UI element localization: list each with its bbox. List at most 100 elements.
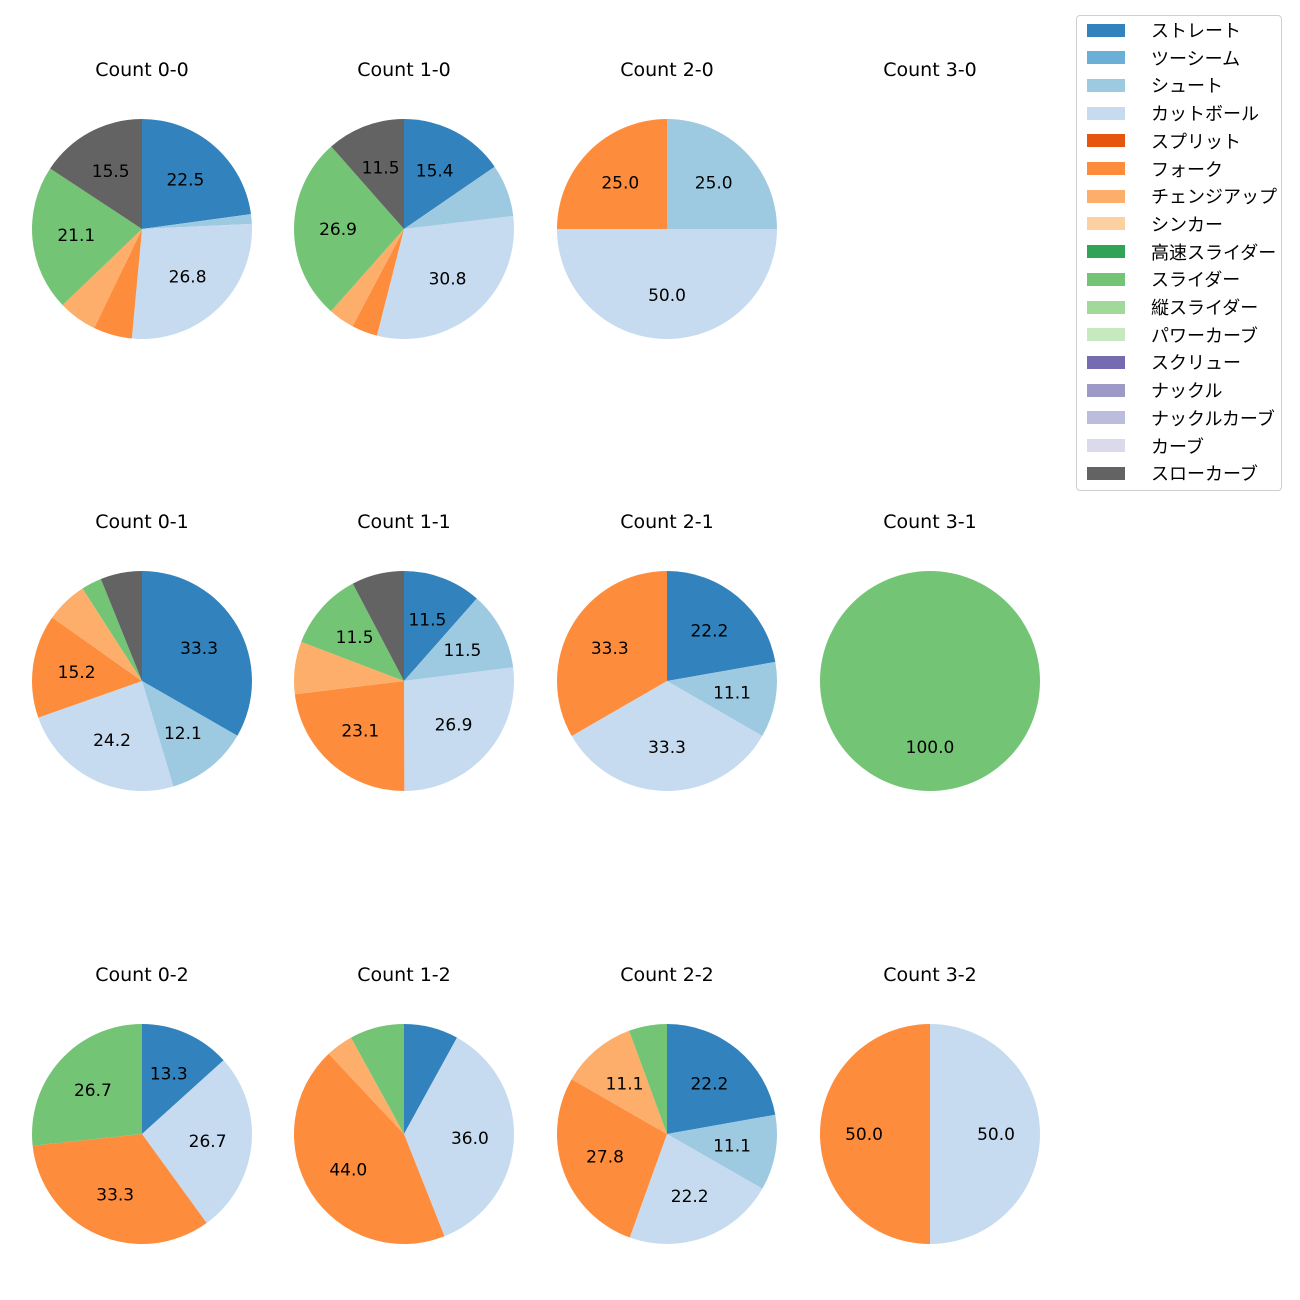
legend-label: ナックルカーブ [1151,408,1275,430]
slice-label: 11.1 [713,684,751,704]
pie-slice [52,588,143,681]
slice-label: 30.8 [429,270,467,290]
pie-chart: Count 1-0 15.4 30.8 26.9 11.5 [294,59,515,339]
pie-slice [667,661,777,736]
legend-item: スクリュー [1087,350,1241,374]
slice-label: 22.2 [690,621,728,641]
legend-item: ストレート [1087,18,1241,42]
slice-label: 33.3 [648,738,686,758]
legend-label: ナックル [1151,381,1223,403]
legend-item: チェンジアップ [1087,184,1277,208]
legend-item: ツーシーム [1087,46,1240,70]
pie-chart: Count 2-0 25.0 50.0 25.0 [557,59,777,339]
pie-slice [571,1030,667,1134]
pie-slice [330,229,404,327]
legend-swatch [1087,23,1125,37]
pie-chart: Count 2-1 22.2 11.1 33.3 33.3 [557,511,777,791]
pie-slice [294,641,404,695]
pie-slice [294,681,405,792]
pie-title: Count 0-2 [95,964,189,986]
pie-title: Count 2-0 [620,59,714,81]
slice-label: 21.1 [57,226,95,246]
legend-label: スプリット [1151,131,1241,153]
legend-swatch [1087,272,1125,286]
pie-slice [404,571,477,681]
legend-item: ナックルカーブ [1087,406,1275,430]
pie-slice [142,214,252,229]
pie-slice [301,583,404,681]
pie-title: Count 3-0 [883,59,977,81]
pie-slice [100,571,142,681]
pie-slice [930,1024,1040,1244]
pie-slice [131,223,252,339]
pie-slice [352,571,404,681]
pie-slice [294,146,404,312]
legend-swatch [1087,106,1125,120]
slice-label: 26.9 [435,716,473,736]
pie-slice [404,667,514,791]
legend-label: スクリュー [1151,353,1241,375]
legend-swatch [1087,411,1125,425]
slice-label: 11.1 [713,1136,751,1156]
pie-slice [667,571,776,681]
legend-item: カーブ [1087,434,1204,458]
legend-label: フォーク [1151,159,1223,181]
legend-item: ナックル [1087,378,1222,402]
slice-label: 44.0 [329,1160,367,1180]
pie-slice [142,1060,253,1223]
slice-label: 22.5 [166,170,204,190]
pie-title: Count 2-1 [620,511,714,533]
pie-slice [38,681,174,792]
slice-label: 15.2 [58,663,96,683]
pie-slice [404,119,495,229]
pie-slice [404,1037,514,1237]
legend-swatch [1087,355,1125,369]
slice-label: 11.5 [443,641,481,661]
legend-label: カーブ [1151,436,1204,458]
pie-slice [32,1024,142,1146]
legend-label: シュート [1151,76,1223,98]
legend-item: フォーク [1087,157,1223,181]
pie-chart: Count 0-0 22.5 26.8 21.1 15.5 [31,59,252,339]
slice-label: 26.7 [189,1132,227,1152]
pie-chart: Count 3-0 [883,59,977,81]
pie-slice [94,229,142,339]
pie-chart: Count 2-2 22.2 11.1 22.2 27.8 11.1 [556,964,777,1245]
slice-label: 33.3 [96,1185,134,1205]
pie-chart: Count 1-2 36.0 44.0 [293,964,514,1245]
slice-label: 36.0 [451,1129,489,1149]
pie-slice [331,119,404,229]
pie-slice [352,229,404,336]
slice-label: 25.0 [695,173,733,193]
slice-label: 26.7 [74,1081,112,1101]
slice-label: 15.5 [92,162,130,182]
pie-slice [667,119,777,229]
legend-item: シンカー [1087,212,1223,236]
pie-slice [556,1079,667,1238]
legend-label: チェンジアップ [1151,187,1277,209]
pie-slice [62,229,143,329]
legend-item: 縦スライダー [1087,295,1258,319]
pie-slice [820,571,1040,791]
slice-label: 25.0 [601,173,639,193]
legend-swatch [1087,217,1125,231]
pie-slice [376,216,515,339]
pie-title: Count 3-2 [883,964,977,986]
legend-label: 高速スライダー [1151,242,1277,264]
legend-swatch [1087,134,1125,148]
slice-label: 27.8 [586,1148,624,1168]
pie-title: Count 0-1 [95,511,189,533]
legend-label: シンカー [1151,214,1223,236]
slice-label: 50.0 [648,286,686,306]
pie-slice [404,166,514,229]
slice-label: 33.3 [591,639,629,659]
slice-label: 11.5 [336,628,374,648]
pie-slice [629,1024,667,1134]
slice-label: 23.1 [341,722,379,742]
slice-label: 11.5 [362,158,400,178]
pie-title: Count 1-0 [357,59,451,81]
slice-label: 50.0 [845,1125,883,1145]
pie-title: Count 0-0 [95,59,189,81]
slice-label: 22.2 [671,1187,709,1207]
